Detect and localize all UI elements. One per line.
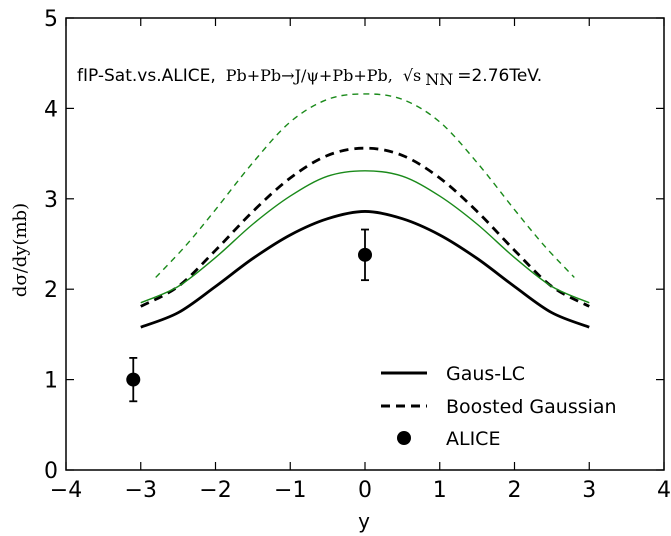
legend-label-alice: ALICE [446,428,500,450]
x-tick-label: 1 [433,478,447,503]
axis-ticks [65,17,665,471]
x-tick-label: 4 [657,478,671,503]
legend-label-gaus-lc: Gaus-LC [446,363,525,385]
series-line-1 [140,146,590,308]
x-tick-label: 3 [582,478,596,503]
x-tick-label: −2 [199,478,231,503]
curves-layer [140,93,590,329]
series-line-2 [140,170,590,304]
data-points-layer [126,228,372,403]
legend-marker-alice [397,431,411,445]
title-process: Pb+Pb→J/ψ+Pb+Pb, [226,66,393,85]
x-tick-label: 2 [508,478,522,503]
y-axis-label: dσ/dy(mb) [10,203,31,297]
alice-point-0 [126,372,141,387]
y-tick-label: 2 [44,278,58,303]
x-tick-label: −4 [50,478,82,503]
x-tick-label: 0 [358,478,372,503]
x-tick-label: −1 [274,478,306,503]
title-sqrt: √s [403,66,421,85]
x-tick-label: −3 [125,478,157,503]
legend: Gaus-LC Boosted Gaussian ALICE [381,363,617,450]
y-tick-label: 5 [44,7,58,32]
x-axis-label: y [358,509,370,533]
legend-label-boosted-gaussian: Boosted Gaussian [446,396,617,418]
title-subscript: NN [425,70,453,89]
title-prefix: fIP-Sat.vs.ALICE, [77,66,216,86]
y-tick-label: 4 [44,97,58,122]
title-energy: =2.76TeV. [457,66,542,86]
y-tick-label: 0 [44,459,58,484]
chart-title: fIP-Sat.vs.ALICE, Pb+Pb→J/ψ+Pb+Pb, √s NN… [77,66,542,89]
y-tick-label: 1 [44,369,58,394]
alice-point-1 [358,247,372,262]
y-tick-label: 3 [44,188,58,213]
series-line-0 [140,210,590,329]
series-line-3 [155,93,575,278]
tick-labels: −4 −3 −2 −1 0 1 2 3 4 0 1 2 3 4 5 [44,7,671,503]
